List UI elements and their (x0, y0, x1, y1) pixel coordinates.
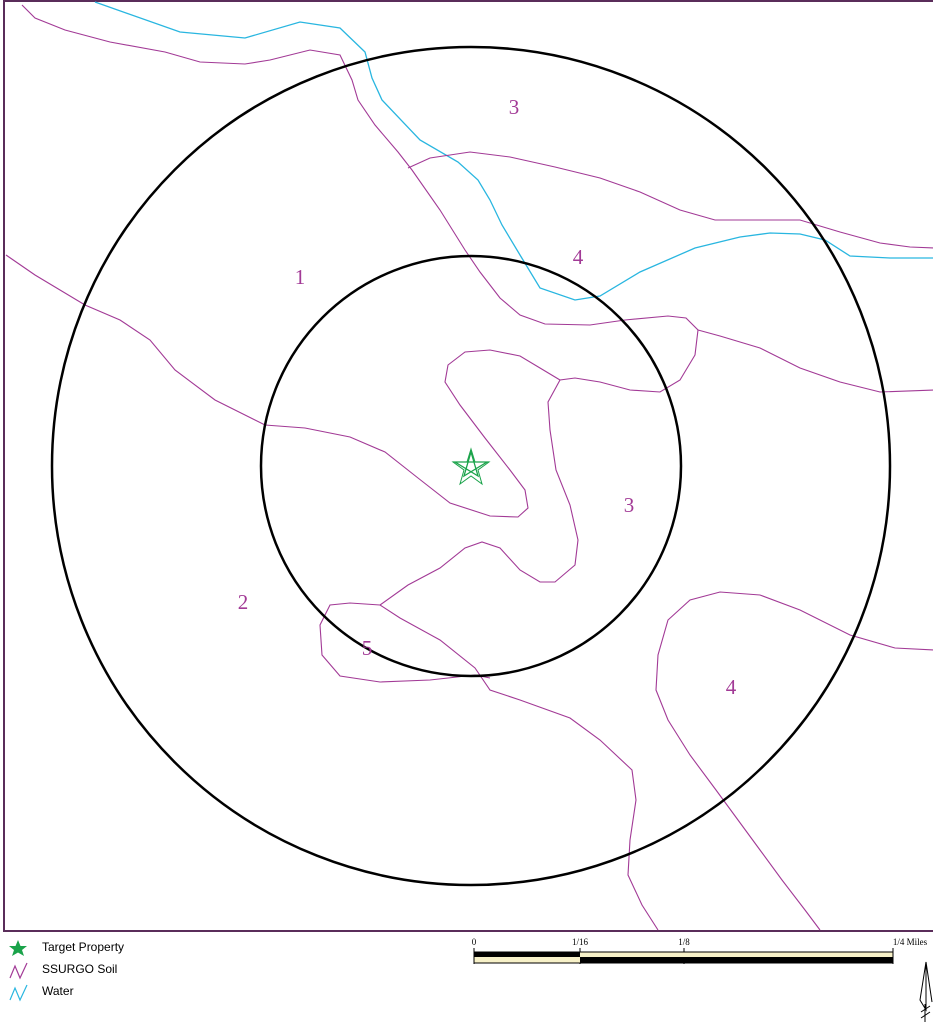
soil-unit-label: 3 (509, 95, 520, 119)
outer-buffer-ring (50, 45, 892, 887)
legend-label: SSURGO Soil (42, 962, 118, 976)
star-icon (9, 940, 27, 956)
soil-boundary-line (319, 602, 491, 683)
legend-label: Water (42, 984, 74, 998)
legend-label: Target Property (42, 940, 125, 954)
soil-boundary-line (655, 591, 933, 931)
soil-unit-label: 4 (726, 675, 737, 699)
soil-boundary-line (5, 254, 561, 518)
soil-boundary-line (697, 329, 933, 393)
north-arrow-icon (919, 961, 933, 1022)
soil-unit-label: 4 (573, 245, 584, 269)
scale-tick-label: 0 (472, 937, 477, 947)
scale-bar: 0 1/16 1/8 1/4 Miles (472, 937, 928, 964)
soil-unit-label: 2 (238, 590, 249, 614)
soil-boundaries (5, 4, 933, 931)
scale-tick-label: 1/16 (572, 937, 589, 947)
soil-boundary-line (21, 4, 699, 931)
soil-boundary-line (407, 151, 933, 249)
target-property-star[interactable] (452, 449, 490, 478)
inner-buffer-ring (259, 254, 683, 678)
legend-item-target-property: Target Property (8, 938, 248, 960)
soil-unit-label: 1 (295, 265, 306, 289)
map-frame (3, 0, 933, 932)
soil-unit-label: 3 (624, 493, 635, 517)
soil-unit-label: 5 (362, 636, 373, 660)
water-line-icon (9, 984, 28, 1002)
legend: Target Property SSURGO Soil Water (8, 938, 248, 1004)
scale-tick-label: 1/4 Miles (893, 937, 928, 947)
scale-tick-label: 1/8 (678, 937, 690, 947)
soil-line-icon (9, 962, 28, 980)
target-property-star-outline (451, 447, 491, 486)
legend-item-water: Water (8, 982, 248, 1004)
water-stream-line (94, 1, 933, 301)
legend-item-ssurgo-soil: SSURGO Soil (8, 960, 248, 982)
